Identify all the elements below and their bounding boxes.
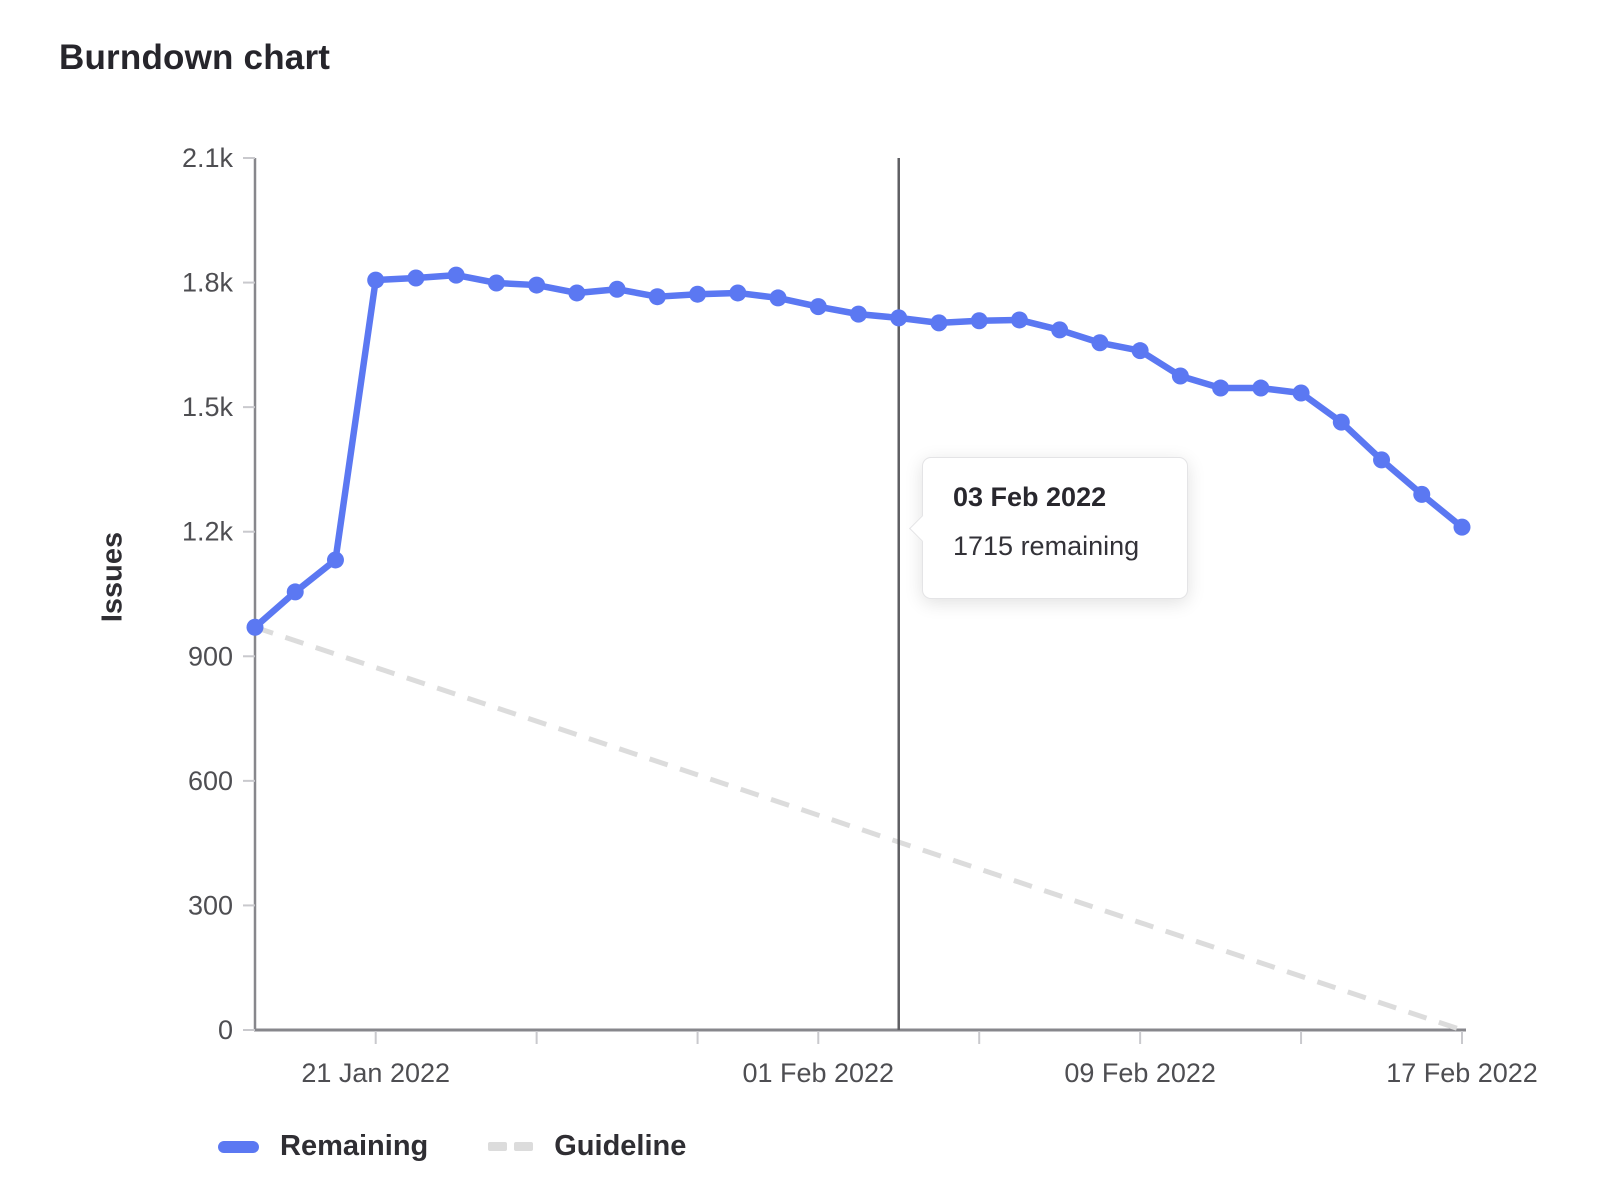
legend-label-guideline: Guideline	[554, 1130, 687, 1162]
data-point[interactable]	[1091, 334, 1109, 352]
data-point[interactable]	[689, 285, 707, 303]
data-point[interactable]	[769, 289, 787, 307]
page-title: Burndown chart	[59, 38, 331, 77]
data-point[interactable]	[850, 305, 867, 323]
y-tick-label: 900	[188, 641, 233, 671]
x-tick-label: 17 Feb 2022	[1386, 1058, 1538, 1088]
data-point[interactable]	[729, 284, 747, 302]
data-point[interactable]	[528, 276, 546, 294]
data-point[interactable]	[1332, 413, 1350, 431]
x-tick-label: 01 Feb 2022	[742, 1058, 894, 1088]
data-point[interactable]	[970, 312, 988, 330]
tooltip-value: 1715 remaining	[953, 530, 1140, 561]
remaining-series-line	[251, 271, 1466, 631]
y-tick-label: 1.8k	[182, 268, 234, 298]
x-tick-label: 09 Feb 2022	[1064, 1058, 1216, 1088]
legend-item-guideline[interactable]: Guideline	[488, 1130, 686, 1163]
data-point[interactable]	[809, 298, 827, 316]
tooltip-date: 03 Feb 2022	[953, 482, 1107, 512]
data-point[interactable]	[930, 314, 948, 332]
chart-tooltip: 03 Feb 2022 1715 remaining	[909, 457, 1188, 599]
data-point[interactable]	[608, 280, 626, 298]
data-point[interactable]	[1453, 518, 1471, 536]
data-point[interactable]	[487, 274, 505, 292]
y-tick-label: 1.5k	[182, 392, 234, 422]
legend-label-remaining: Remaining	[280, 1130, 429, 1162]
data-point[interactable]	[447, 266, 465, 284]
data-point[interactable]	[1292, 384, 1310, 402]
guideline-dash-swatch-icon	[488, 1142, 534, 1151]
y-tick-label: 1.2k	[182, 517, 234, 547]
data-point[interactable]	[1373, 451, 1391, 469]
data-point[interactable]	[648, 288, 666, 306]
data-point[interactable]	[1212, 379, 1230, 397]
data-point[interactable]	[1252, 379, 1270, 397]
data-point[interactable]	[1131, 342, 1149, 360]
x-tick-label: 21 Jan 2022	[301, 1058, 450, 1088]
data-point[interactable]	[326, 551, 344, 569]
data-point[interactable]	[568, 284, 586, 302]
data-point[interactable]	[1171, 367, 1189, 385]
data-point[interactable]	[1051, 321, 1069, 339]
data-point[interactable]	[367, 271, 385, 289]
legend-item-remaining[interactable]: Remaining	[218, 1130, 428, 1163]
data-point[interactable]	[890, 309, 908, 327]
data-point[interactable]	[407, 269, 425, 287]
y-tick-label: 0	[218, 1015, 233, 1045]
data-point[interactable]	[246, 618, 264, 636]
chart-legend: Remaining Guideline	[218, 1130, 686, 1163]
y-tick-label: 600	[188, 766, 233, 796]
data-point[interactable]	[286, 583, 304, 601]
data-point[interactable]	[1413, 485, 1431, 503]
data-point[interactable]	[1010, 311, 1028, 329]
guideline-series-line	[254, 624, 1463, 1033]
y-tick-label: 300	[188, 890, 233, 920]
remaining-line-swatch-icon	[218, 1140, 259, 1153]
y-tick-label: 2.1k	[182, 143, 234, 173]
